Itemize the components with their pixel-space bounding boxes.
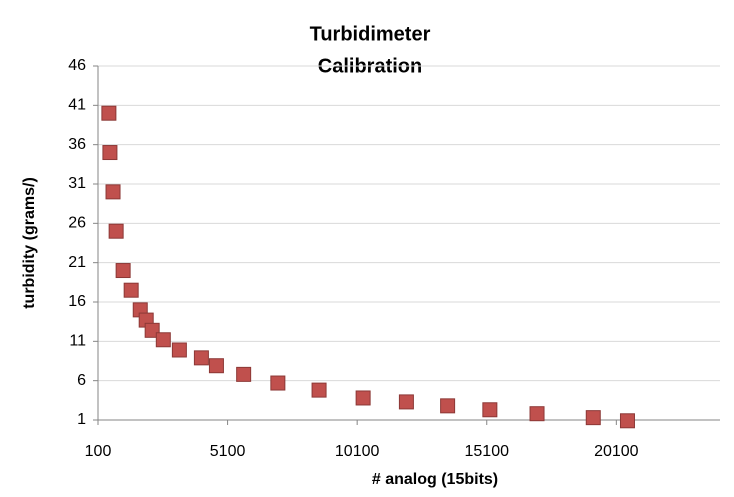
y-tick-label: 31 — [68, 175, 86, 192]
marker — [440, 398, 456, 414]
y-tick-label: 11 — [69, 333, 86, 350]
y-tick-label: 6 — [77, 372, 86, 389]
marker — [529, 406, 545, 422]
marker — [270, 375, 286, 391]
y-tick-label: 26 — [68, 215, 86, 232]
x-tick-label: 20100 — [594, 443, 639, 460]
marker — [585, 410, 601, 426]
x-axis-title: # analog (15bits) — [372, 471, 498, 488]
marker — [311, 382, 327, 398]
y-tick-label: 41 — [68, 97, 86, 114]
marker — [105, 184, 121, 200]
marker — [171, 342, 187, 358]
y-axis-title: turbidity (grams/) — [21, 177, 38, 309]
x-tick-label: 5100 — [210, 443, 246, 460]
x-tick-label: 10100 — [335, 443, 380, 460]
marker — [123, 282, 139, 298]
marker — [101, 105, 117, 121]
y-tick-label: 16 — [68, 293, 86, 310]
marker — [193, 350, 209, 366]
chart-title: Turbidimeter — [310, 23, 431, 45]
marker — [236, 366, 252, 382]
x-tick-label: 15100 — [465, 443, 510, 460]
marker — [144, 322, 160, 338]
y-tick-label: 36 — [68, 136, 86, 153]
marker — [155, 332, 171, 348]
marker — [208, 358, 224, 374]
marker — [482, 402, 498, 418]
marker — [398, 394, 414, 410]
y-tick-label: 21 — [68, 254, 86, 271]
y-tick-label: 1 — [77, 411, 86, 428]
marker — [108, 223, 124, 239]
marker — [102, 145, 118, 161]
y-tick-label: 46 — [68, 57, 86, 74]
x-tick-label: 100 — [85, 443, 112, 460]
marker — [355, 390, 371, 406]
marker — [619, 413, 635, 429]
marker — [115, 263, 131, 279]
